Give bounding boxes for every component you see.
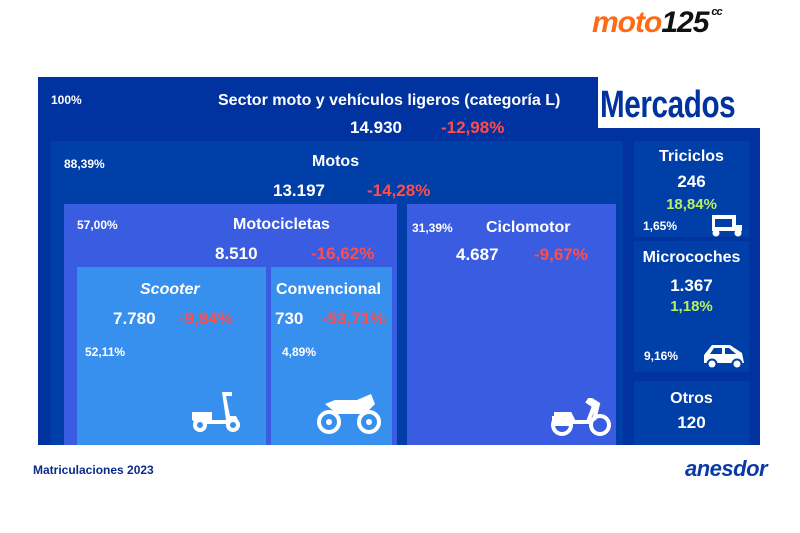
sector-value: 14.930 xyxy=(350,118,402,137)
motocicletas-value: 8.510 xyxy=(215,244,258,263)
microcoches-title: Microcoches xyxy=(642,249,741,266)
scooter-change: -9,84% xyxy=(179,309,233,328)
ciclomotor-box xyxy=(407,204,616,445)
microcar-icon xyxy=(704,345,744,369)
sector-change: -12,98% xyxy=(441,118,505,137)
triciclos-box xyxy=(634,141,749,237)
convencional-pct: 4,89% xyxy=(282,345,317,359)
motos-change: -14,28% xyxy=(367,181,431,200)
sector-pct: 100% xyxy=(51,93,82,107)
sector-title: Sector moto y vehículos ligeros (categor… xyxy=(218,92,561,109)
moto125-logo: moto125 cc xyxy=(592,6,723,40)
microcoches-pct: 9,16% xyxy=(644,349,679,363)
motos-title: Motos xyxy=(312,153,360,170)
motocicletas-pct: 57,00% xyxy=(77,218,118,232)
triciclos-value: 246 xyxy=(677,172,706,191)
scooter-pct: 52,11% xyxy=(85,345,126,359)
logo-suffix: cc xyxy=(711,6,722,18)
motocicletas-change: -16,62% xyxy=(311,244,375,263)
motorcycle-icon xyxy=(317,394,381,434)
otros-box xyxy=(634,381,749,445)
anesdor-logo: anesdor xyxy=(685,456,768,481)
heading-notch xyxy=(598,77,760,128)
moped-icon xyxy=(551,398,611,436)
logo-text: moto xyxy=(592,6,662,39)
convencional-title: Convencional xyxy=(276,281,381,298)
ciclomotor-pct: 31,39% xyxy=(412,221,453,235)
motos-value: 13.197 xyxy=(273,181,325,200)
otros-value: 120 xyxy=(677,413,706,432)
tricycle-icon xyxy=(712,215,742,237)
scooter-title: Scooter xyxy=(140,281,200,298)
scooter-box xyxy=(77,267,266,445)
convencional-box xyxy=(271,267,392,445)
ciclomotor-change: -9,67% xyxy=(534,245,588,264)
triciclos-title: Triciclos xyxy=(659,148,724,165)
motos-pct: 88,39% xyxy=(64,157,105,171)
footer-caption: Matriculaciones 2023 xyxy=(33,463,154,477)
triciclos-pct: 1,65% xyxy=(643,219,678,233)
ciclomotor-value: 4.687 xyxy=(456,245,499,264)
otros-title: Otros xyxy=(670,390,713,407)
microcoches-change: 1,18% xyxy=(670,298,713,315)
ciclomotor-title: Ciclomotor xyxy=(486,219,571,236)
microcoches-value: 1.367 xyxy=(670,276,713,295)
triciclos-change: 18,84% xyxy=(666,196,717,213)
logo-number: 125 xyxy=(661,6,709,39)
page-title: Mercados xyxy=(600,84,736,126)
convencional-change: -53,71% xyxy=(322,309,386,328)
scooter-value: 7.780 xyxy=(113,309,156,328)
motocicletas-title: Motocicletas xyxy=(233,216,330,233)
scooter-icon xyxy=(192,392,240,432)
convencional-value: 730 xyxy=(275,309,304,328)
